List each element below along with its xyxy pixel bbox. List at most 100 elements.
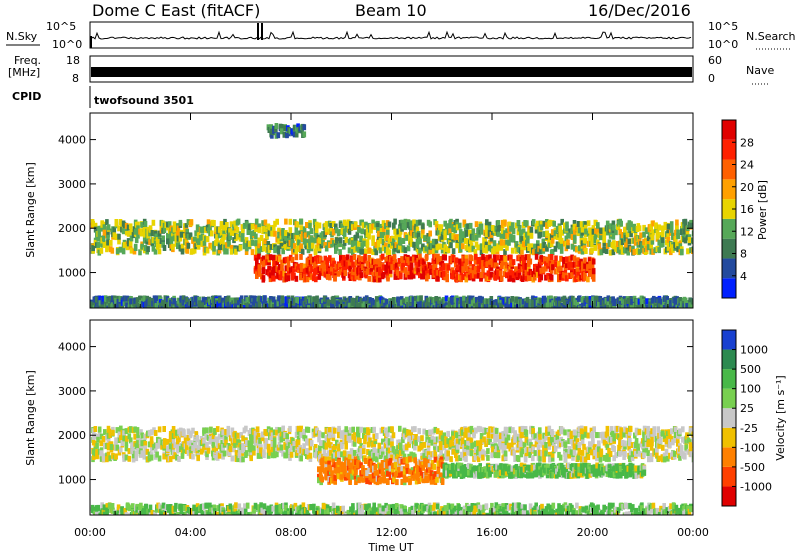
- echo-cell: [562, 256, 566, 263]
- echo-cell: [230, 427, 235, 434]
- freq-trace: [91, 67, 692, 77]
- echo-cell: [229, 248, 234, 255]
- echo-cell: [507, 225, 511, 232]
- echo-cell: [557, 260, 561, 267]
- echo-cell: [213, 429, 217, 436]
- echo-cell: [478, 302, 482, 308]
- echo-cell: [323, 242, 327, 248]
- echo-cell: [683, 237, 688, 244]
- echo-cell: [265, 233, 269, 240]
- echo-cell: [499, 255, 504, 261]
- echo-cell: [195, 300, 199, 307]
- echo-cell: [139, 429, 143, 436]
- echo-cell: [133, 297, 137, 304]
- echo-cell: [584, 248, 588, 254]
- echo-cell: [428, 248, 432, 255]
- echo-cell: [666, 299, 671, 306]
- station-title: Dome C East (fitACF): [92, 1, 260, 20]
- echo-cell: [120, 440, 125, 446]
- echo-cell: [676, 246, 680, 253]
- echo-cell: [436, 275, 440, 282]
- echo-cell: [202, 446, 206, 453]
- echo-cell: [666, 233, 670, 240]
- echo-cell: [451, 248, 456, 255]
- echo-cell: [347, 228, 352, 235]
- echo-cell: [142, 237, 147, 244]
- echo-cell: [286, 268, 291, 275]
- echo-cell: [443, 274, 447, 281]
- echo-cell: [394, 242, 398, 248]
- echo-cell: [511, 259, 516, 266]
- echo-cell: [468, 246, 472, 253]
- echo-cell: [516, 220, 521, 226]
- echo-cell: [451, 273, 456, 280]
- echo-cell: [109, 444, 114, 450]
- echo-cell: [211, 300, 216, 307]
- echo-cell: [194, 230, 198, 237]
- echo-cell: [655, 233, 660, 240]
- echo-cell: [155, 442, 159, 449]
- echo-cell: [200, 234, 205, 240]
- echo-cell: [387, 249, 392, 256]
- echo-cell: [485, 261, 489, 268]
- echo-cell: [409, 220, 413, 227]
- echo-cell: [558, 230, 562, 237]
- echo-cell: [588, 296, 593, 302]
- echo-cell: [492, 300, 497, 307]
- echo-cell: [475, 296, 479, 303]
- echo-cell: [281, 297, 285, 304]
- echo-cell: [436, 253, 440, 260]
- echo-cell: [409, 223, 414, 230]
- echo-cell: [104, 296, 109, 303]
- echo-cell: [357, 226, 361, 233]
- echo-cell: [270, 440, 275, 447]
- echo-cell: [146, 232, 150, 239]
- echo-cell: [111, 295, 115, 302]
- echo-cell: [371, 223, 375, 230]
- echo-cell: [328, 268, 332, 274]
- echo-cell: [114, 437, 118, 444]
- echo-cell: [415, 226, 420, 233]
- echo-cell: [516, 298, 520, 305]
- echo-cell: [140, 221, 144, 228]
- echo-cell: [313, 237, 318, 244]
- echo-cell: [359, 272, 364, 279]
- echo-cell: [194, 431, 199, 438]
- echo-cell: [580, 261, 585, 268]
- echo-cell: [559, 255, 563, 262]
- echo-cell: [399, 299, 404, 306]
- echo-cell: [272, 254, 276, 261]
- echo-cell: [342, 296, 347, 303]
- echo-cell: [317, 273, 322, 280]
- echo-cell: [157, 248, 162, 255]
- echo-cell: [577, 227, 582, 234]
- echo-cell: [434, 220, 439, 227]
- echo-cell: [270, 452, 275, 459]
- echo-cell: [559, 274, 563, 280]
- echo-cell: [381, 238, 386, 245]
- echo-cell: [142, 295, 147, 302]
- echo-cell: [135, 443, 140, 450]
- echo-cell: [193, 447, 197, 453]
- echo-cell: [367, 222, 371, 229]
- echo-cell: [407, 273, 412, 280]
- echo-cell: [424, 266, 429, 272]
- echo-cell: [466, 244, 470, 251]
- echo-cell: [169, 238, 174, 245]
- echo-cell: [331, 304, 336, 308]
- echo-cell: [98, 295, 103, 302]
- echo-cell: [443, 254, 447, 261]
- echo-cell: [498, 259, 503, 265]
- echo-cell: [682, 228, 686, 235]
- echo-cell: [690, 298, 693, 305]
- echo-cell: [202, 427, 206, 434]
- nsky-tick-top: 10^5: [46, 20, 76, 33]
- echo-cell: [288, 218, 293, 225]
- echo-cell: [196, 226, 201, 233]
- echo-cell: [390, 264, 394, 271]
- echo-cell: [281, 234, 285, 241]
- echo-cell: [517, 269, 522, 276]
- echo-cell: [498, 225, 502, 231]
- echo-cell: [259, 296, 264, 302]
- echo-cell: [316, 241, 321, 248]
